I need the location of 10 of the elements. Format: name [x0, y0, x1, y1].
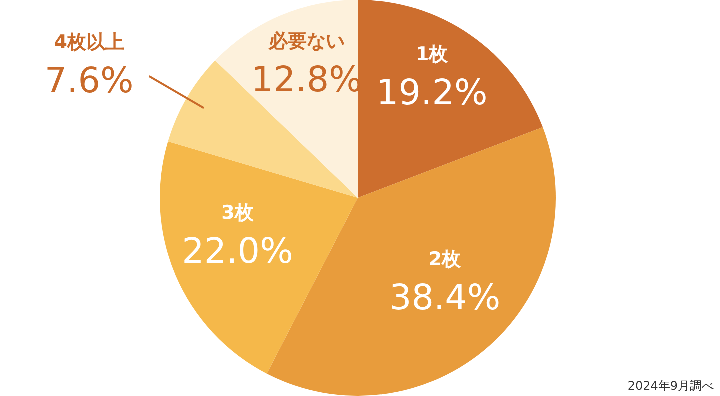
text: 2024年9月調べ	[628, 379, 714, 393]
data-label: 19.2%	[376, 73, 488, 114]
slice-label: 3枚	[222, 202, 255, 224]
slice-label: 必要ない	[268, 30, 345, 53]
data-label: 38.4%	[389, 278, 501, 318]
slice-label: 4枚以上	[54, 31, 124, 54]
slice-label: 1枚	[416, 43, 450, 66]
data-label: 22.0%	[182, 232, 294, 272]
slice-label: 2枚	[428, 248, 462, 270]
data-label: 7.6%	[44, 61, 134, 102]
